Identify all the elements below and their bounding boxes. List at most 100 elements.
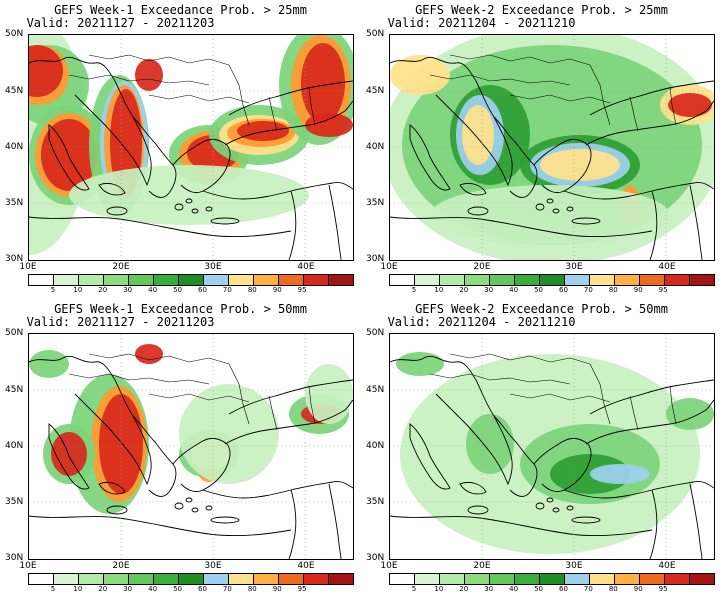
coastline [585, 399, 714, 445]
probability-region [179, 384, 279, 484]
colorbar-swatch [29, 574, 54, 584]
colorbar-swatch [229, 574, 254, 584]
gridlines [29, 334, 353, 559]
colorbar [389, 274, 715, 286]
colorbar-swatch [154, 275, 179, 285]
colorbar [389, 573, 715, 585]
coastline [48, 124, 90, 191]
island-outline [185, 497, 193, 503]
colorbar-tick-label: 80 [608, 286, 618, 294]
country-border [449, 353, 591, 365]
probability-fills [29, 344, 353, 514]
panel-valid-dates: Valid: 20211204 - 20211210 [387, 16, 576, 30]
coastline [409, 423, 451, 490]
coastlines [390, 54, 714, 260]
colorbar-tick-label: 80 [247, 585, 257, 593]
colorbar-tick-label: 10 [434, 585, 444, 593]
colorbar-swatch [204, 275, 229, 285]
colorbar-tick-label: 60 [197, 585, 207, 593]
colorbar-swatch [615, 275, 640, 285]
colorbar-swatch [329, 275, 353, 285]
colorbar-swatch [104, 275, 129, 285]
island-outline [210, 516, 240, 524]
coastline [288, 190, 297, 260]
colorbar-swatch [179, 574, 204, 584]
island-outline [552, 507, 560, 513]
colorbar-tick-label: 70 [583, 286, 593, 294]
lat-label-45n: 45N [5, 86, 24, 96]
colorbar-swatch [304, 574, 329, 584]
country-border [148, 393, 250, 403]
probability-region [305, 113, 353, 137]
lon-label-40e: 40E [658, 561, 676, 571]
colorbar-swatch [279, 275, 304, 285]
country-border [629, 96, 639, 132]
panel-valid-dates: Valid: 20211127 - 20211203 [26, 16, 215, 30]
lon-label-20e: 20E [112, 262, 130, 272]
island-outline [174, 502, 184, 510]
lon-label-30e: 30E [565, 262, 583, 272]
country-border [669, 385, 677, 425]
colorbar-swatch [129, 574, 154, 584]
island-outline [191, 208, 199, 214]
colorbar-tick-label: 90 [272, 286, 282, 294]
lon-label-10e: 10E [19, 561, 37, 571]
colorbar-tick-label: 60 [558, 585, 568, 593]
coastline [224, 399, 353, 445]
colorbar-tick-label: 50 [534, 585, 543, 593]
probability-region [666, 398, 714, 430]
probability-region [540, 149, 620, 181]
probability-region [390, 55, 450, 95]
colorbar [28, 274, 354, 286]
panel-title: GEFS Week-1 Exceedance Prob. > 50mm [54, 302, 307, 316]
lat-label-45n: 45N [366, 86, 385, 96]
island-outline [205, 505, 213, 511]
lon-label-30e: 30E [565, 561, 583, 571]
coastline [390, 216, 653, 238]
coastline [689, 184, 703, 260]
probability-region [41, 119, 97, 191]
lat-label-50n: 50N [366, 328, 385, 338]
colorbar-swatch [515, 574, 540, 584]
map-graphic [29, 35, 353, 260]
island-outline [205, 206, 213, 212]
lat-label-35n: 35N [5, 198, 24, 208]
lon-label-10e: 10E [19, 262, 37, 272]
colorbar-tick-label: 30 [123, 585, 133, 593]
coastline [172, 437, 231, 493]
map-graphic [390, 35, 714, 260]
coastline [328, 483, 342, 559]
probability-region [99, 394, 143, 494]
colorbar-swatch [54, 275, 79, 285]
colorbar-tick-label: 95 [297, 585, 307, 593]
colorbar-tick-label: 10 [73, 585, 83, 593]
colorbar-swatch [279, 574, 304, 584]
colorbar-swatch [179, 275, 204, 285]
colorbar-tick-label: 20 [98, 585, 108, 593]
colorbar-swatch [465, 574, 490, 584]
probability-map [389, 333, 715, 560]
colorbar-tick-label: 5 [411, 286, 417, 294]
colorbar-tick-label: 20 [459, 585, 469, 593]
colorbar-swatch [690, 275, 714, 285]
colorbar-tick-label: 40 [148, 585, 158, 593]
lat-label-40n: 40N [366, 441, 385, 451]
colorbar-tick-label: 70 [222, 585, 232, 593]
island-outline [566, 206, 574, 212]
colorbar-swatch [415, 275, 440, 285]
map-panel-week1-25mm: GEFS Week-1 Exceedance Prob. > 25mm Vali… [0, 0, 361, 299]
probability-region [430, 185, 670, 245]
panel-title: GEFS Week-2 Exceedance Prob. > 25mm [415, 3, 668, 17]
coastline [459, 481, 487, 495]
coastline [589, 379, 714, 415]
colorbar-swatch [104, 574, 129, 584]
coastline [585, 100, 714, 146]
lat-label-45n: 45N [5, 385, 24, 395]
lat-label-30n: 30N [366, 254, 385, 264]
country-border [669, 86, 677, 126]
country-border [509, 393, 611, 403]
coastlines [390, 353, 714, 559]
lat-label-50n: 50N [5, 328, 24, 338]
colorbar-tick-label: 50 [173, 585, 182, 593]
coastline [48, 423, 90, 490]
